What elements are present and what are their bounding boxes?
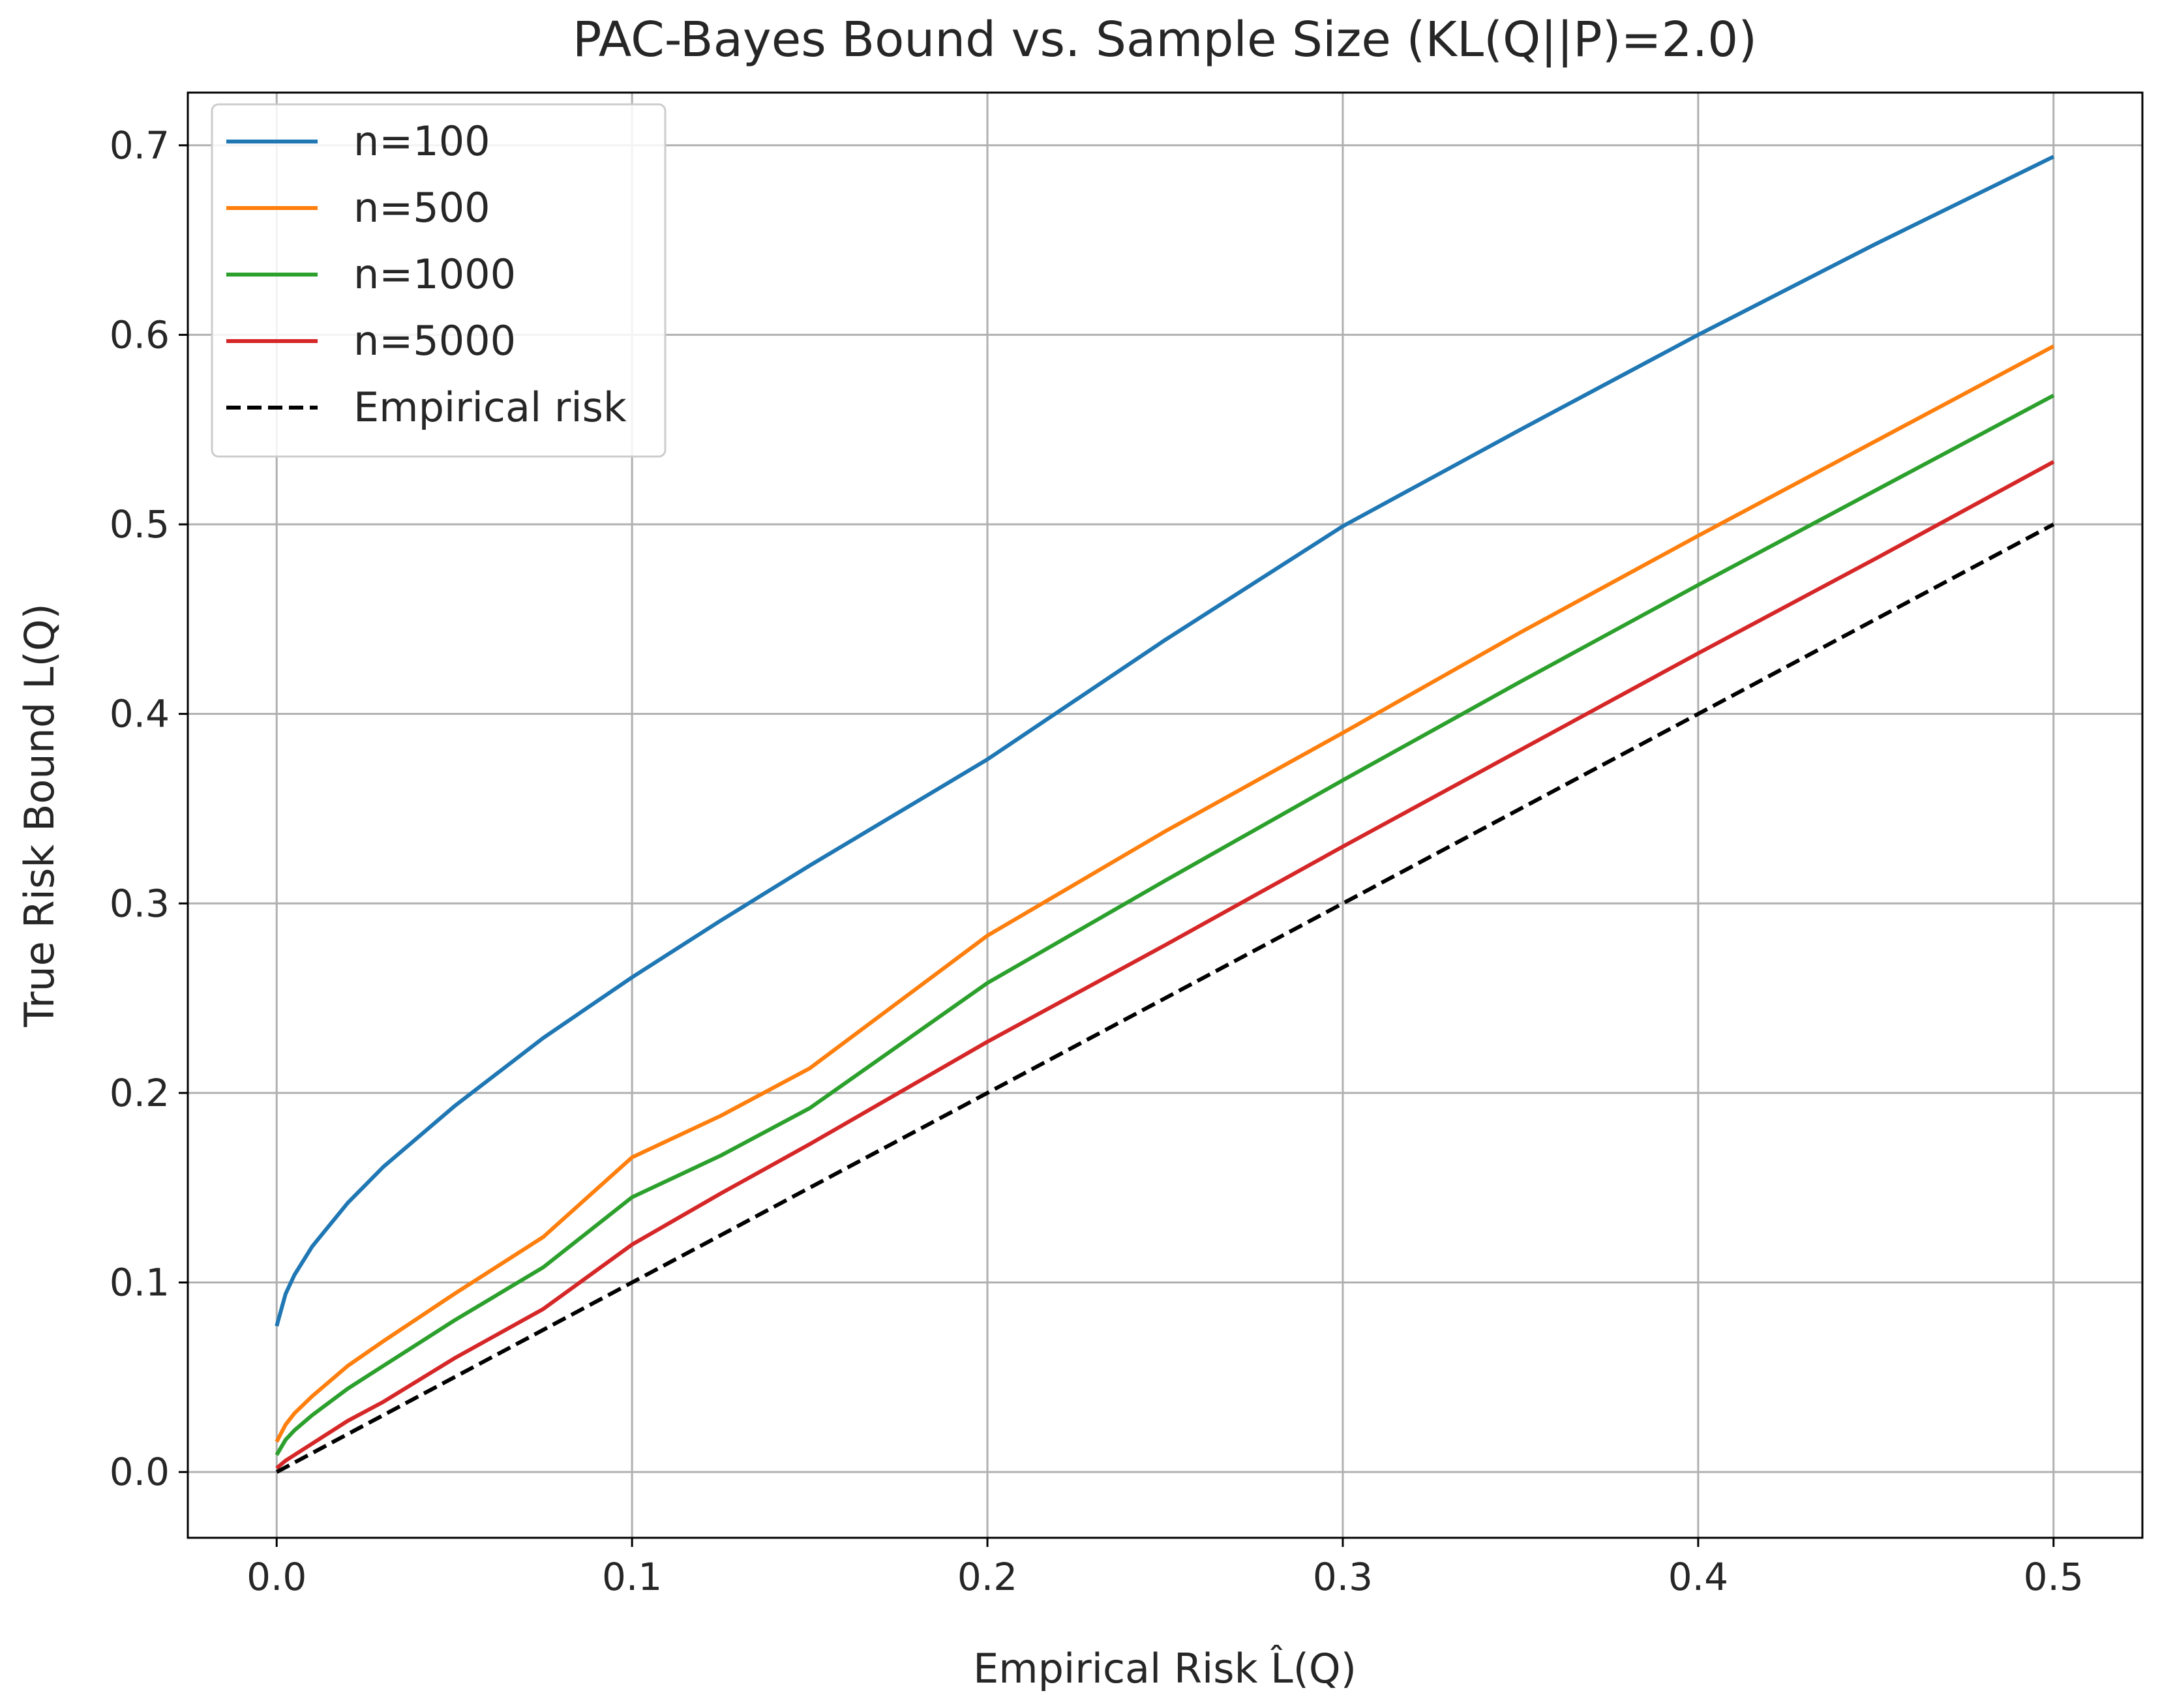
x-tick-label: 0.0 [247,1555,307,1599]
series-line-n-5000 [275,460,2055,1470]
legend-label: n=5000 [353,317,516,365]
x-tick-label: 0.1 [602,1555,662,1599]
legend-label: Empirical risk [353,383,627,431]
y-tick-label: 0.3 [110,881,170,925]
plot-area-frame [187,91,2144,1539]
legend-label: n=100 [353,117,490,165]
y-tick-label: 0.5 [110,502,170,547]
x-tick-label: 0.5 [2024,1555,2084,1599]
x-tick-label: 0.4 [1668,1555,1728,1599]
series-line-n-500 [275,344,2055,1443]
y-tick-label: 0.0 [110,1450,170,1494]
y-tick-label: 0.4 [110,692,170,736]
x-axis-label: Empirical Risk L̂(Q) [973,1645,1357,1692]
series-layer [275,155,2055,1474]
legend-label: n=500 [353,184,490,232]
legend-label: n=1000 [353,250,516,298]
grid [188,93,2142,1538]
y-tick-label: 0.2 [110,1071,170,1115]
y-tick-label: 0.7 [110,123,170,168]
y-tick-label: 0.6 [110,312,170,357]
legend: n=100 n=500 n=1000 n=5000 Empirical risk [211,103,667,458]
legend-frame [211,103,667,458]
series-line-n-1000 [275,393,2055,1456]
y-axis-label: True Risk Bound L(Q) [16,603,63,1027]
chart-title: PAC-Bayes Bound vs. Sample Size (KL(Q||P… [573,12,1757,68]
series-line-n-100 [275,155,2055,1327]
x-axis-label-text: Empirical Risk L̂(Q) [973,1645,1357,1692]
series-line-empirical-risk [275,522,2055,1474]
x-tick-label: 0.2 [957,1555,1017,1599]
y-tick-label: 0.1 [110,1261,170,1305]
x-tick-label: 0.3 [1313,1555,1373,1599]
axis-ticks: 0.0 0.1 0.2 0.3 0.4 0.5 0.0 0.1 0.2 0.3 0.4 0.5 0.6 0… [110,123,2084,1599]
